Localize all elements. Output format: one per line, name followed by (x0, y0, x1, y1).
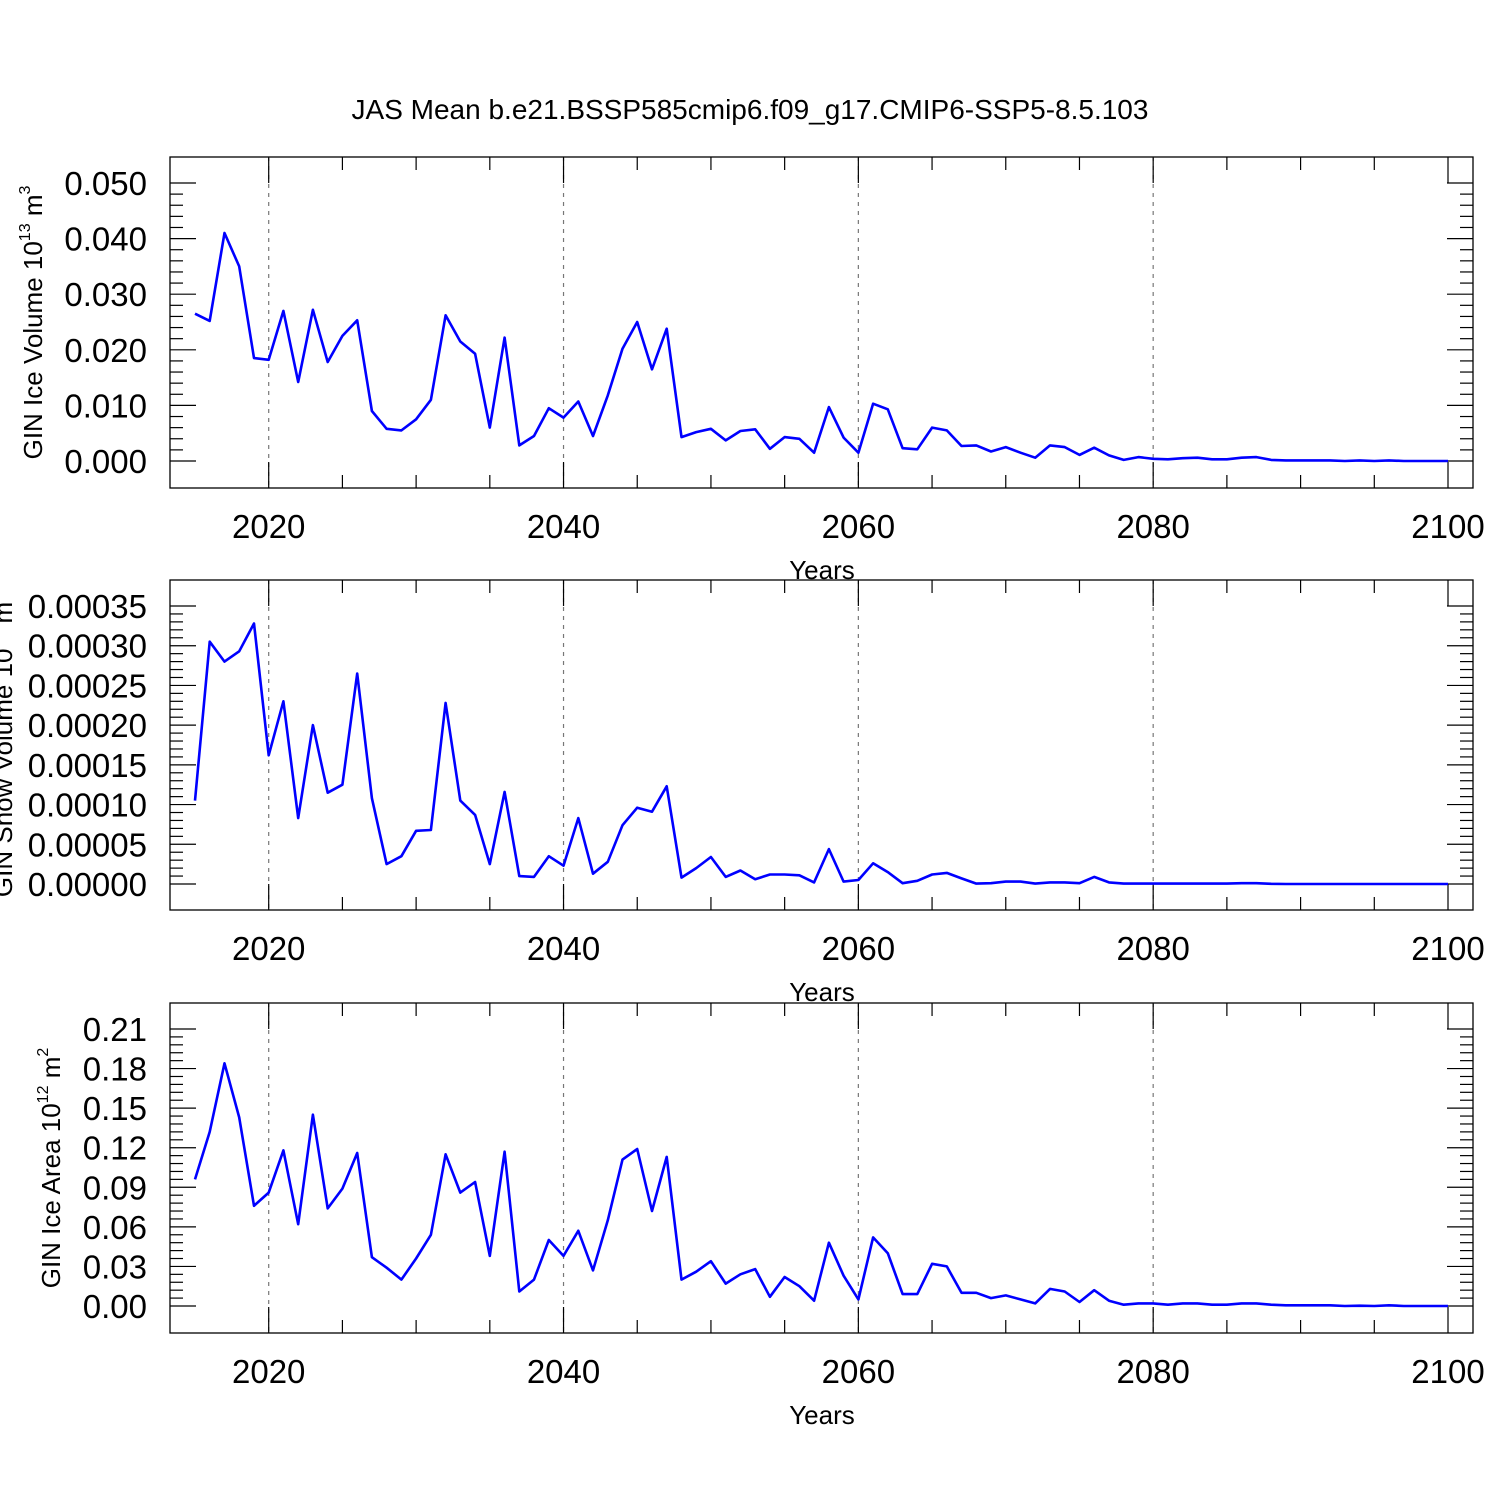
y-tick-label: 0.00020 (28, 707, 147, 744)
series-line (193, 622, 1448, 886)
x-tick-label: 2080 (1116, 1353, 1189, 1390)
x-tick-label: 2060 (822, 508, 895, 545)
x-tick-label: 2100 (1411, 508, 1484, 545)
y-axis-label: GIN Ice Volume 1013 m3 (17, 185, 48, 459)
y-tick-label: 0.15 (83, 1090, 147, 1127)
panel-2: 2020 2040 2060 2080 21000.000000.000050.0001… (0, 579, 1485, 1007)
x-tick-label: 2100 (1411, 930, 1484, 967)
y-tick-label: 0.00005 (28, 826, 147, 863)
series-line (194, 231, 1448, 463)
y-tick-label: 0.09 (83, 1169, 147, 1206)
y-tick-label: 0.010 (64, 387, 147, 424)
y-axis-label: GIN Ice Area 1012 m2 (35, 1048, 66, 1289)
x-axis-label: Years (789, 977, 855, 1007)
x-tick-label: 2020 (232, 1353, 305, 1390)
x-tick-label: 2080 (1116, 930, 1189, 967)
x-tick-label: 2060 (822, 930, 895, 967)
x-tick-label: 2100 (1411, 1353, 1484, 1390)
y-tick-label: 0.06 (83, 1209, 147, 1246)
x-tick-label: 2080 (1116, 508, 1189, 545)
plot-frame (169, 579, 1474, 911)
x-axis-label: Years (789, 1400, 855, 1430)
x-tick-label: 2020 (232, 508, 305, 545)
y-axis-label: GIN Snow Volume 1013 m3 (0, 593, 18, 897)
y-tick-label: 0.030 (64, 276, 147, 313)
plot-frame (169, 156, 1474, 489)
series-line (193, 1062, 1448, 1308)
y-tick-label: 0.00025 (28, 667, 147, 704)
y-tick-label: 0.000 (64, 443, 147, 480)
chart-title: JAS Mean b.e21.BSSP585cmip6.f09_g17.CMIP… (352, 94, 1149, 125)
y-tick-label: 0.00000 (28, 866, 147, 903)
plot-frame (169, 1002, 1474, 1334)
y-tick-label: 0.00 (83, 1288, 147, 1325)
x-tick-label: 2060 (822, 1353, 895, 1390)
y-tick-label: 0.21 (83, 1011, 147, 1048)
x-tick-label: 2020 (232, 930, 305, 967)
x-tick-label: 2040 (527, 508, 600, 545)
y-tick-label: 0.050 (64, 165, 147, 202)
y-tick-label: 0.03 (83, 1248, 147, 1285)
panel-3: 2020 2040 2060 2080 2100 0.000.030.060.090.12… (35, 1002, 1485, 1430)
y-tick-label: 0.020 (64, 332, 147, 369)
y-tick-label: 0.12 (83, 1130, 147, 1167)
y-tick-label: 0.00035 (28, 588, 147, 625)
y-tick-label: 0.00030 (28, 628, 147, 665)
y-tick-label: 0.00015 (28, 747, 147, 784)
y-tick-label: 0.18 (83, 1051, 147, 1088)
panel-1: 2020 2040 2060 2080 2100 0.000 0.010 0.020 0.030… (17, 156, 1485, 585)
x-tick-label: 2040 (527, 930, 600, 967)
x-tick-label: 2040 (527, 1353, 600, 1390)
y-tick-label: 0.00010 (28, 787, 147, 824)
y-tick-label: 0.040 (64, 221, 147, 258)
